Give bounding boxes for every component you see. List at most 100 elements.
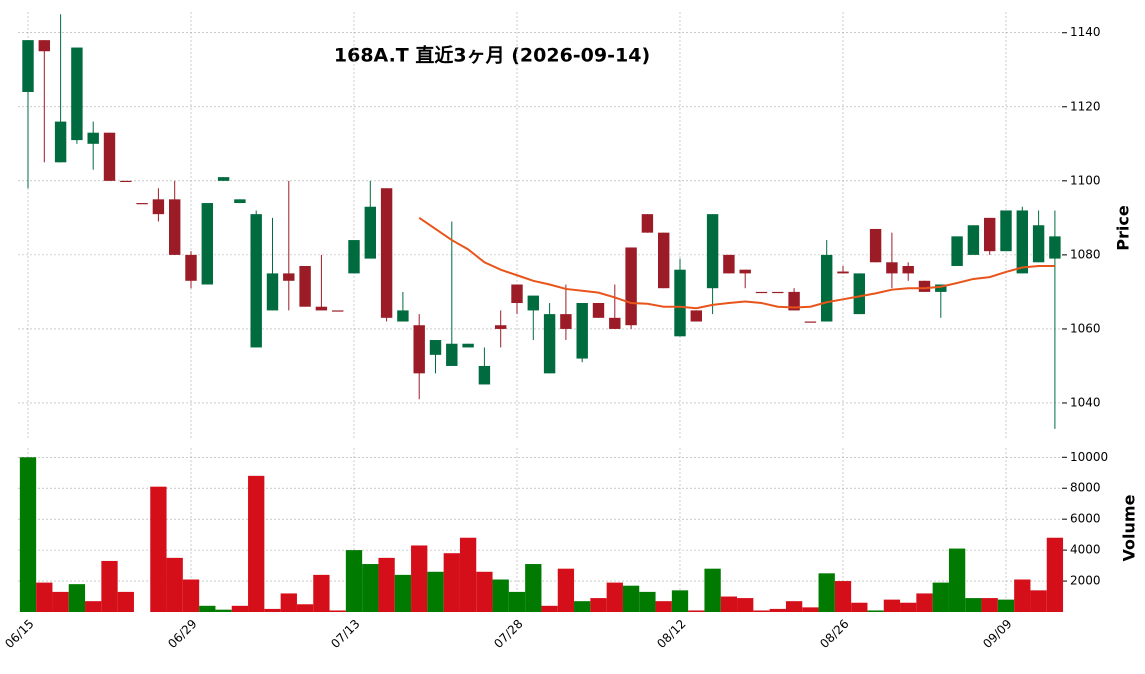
volume-bar	[166, 557, 183, 612]
candle-body	[837, 271, 849, 274]
candle-body	[494, 325, 507, 329]
volume-bar	[769, 608, 786, 612]
y-axis-label: Volume	[1120, 494, 1139, 561]
volume-bar	[329, 610, 346, 612]
volume-bar	[720, 596, 738, 612]
chart-title: 168A.T 直近3ヶ月 (2026-09-14)	[334, 44, 650, 67]
candle-body	[641, 214, 654, 233]
candle-body	[690, 310, 703, 322]
x-tick-label: 06/15	[2, 617, 36, 651]
y-tick-label: 8000	[1070, 481, 1101, 495]
volume-bar	[1030, 590, 1047, 612]
volume-bar	[215, 609, 232, 612]
x-tick-label: 06/29	[165, 617, 199, 651]
volume-bar	[851, 602, 868, 612]
volume-bar	[574, 601, 591, 612]
volume-bar	[834, 581, 852, 612]
y-axis-label: Price	[1114, 205, 1133, 251]
volume-bar	[150, 486, 167, 612]
volume-bar	[606, 582, 623, 612]
candle-body	[234, 199, 246, 204]
y-tick-label: 1100	[1070, 173, 1101, 187]
volume-bar	[557, 568, 575, 612]
candle-body	[869, 228, 882, 263]
volume-bar	[737, 598, 754, 612]
volume-bar	[362, 564, 379, 612]
candle-body	[820, 254, 833, 322]
volume-bar	[671, 590, 689, 612]
candle-body	[283, 273, 295, 281]
candle-body	[935, 284, 947, 292]
candle-body	[625, 247, 637, 326]
y-tick-label: 2000	[1070, 574, 1101, 588]
x-tick-label: 07/28	[491, 617, 525, 651]
candle-body	[804, 321, 817, 323]
candle-body	[250, 214, 262, 348]
candle-body	[168, 199, 181, 255]
volume-bar	[688, 610, 705, 612]
y-tick-label: 1120	[1070, 99, 1101, 113]
x-tick-label: 08/26	[817, 617, 851, 651]
candle-body	[951, 236, 963, 266]
candle-body	[413, 325, 425, 374]
candle-body	[511, 284, 523, 304]
candle-body	[201, 203, 214, 285]
candle-body	[380, 188, 393, 318]
volume-bar	[508, 591, 526, 612]
volume-bar	[900, 602, 917, 612]
candle-body	[755, 291, 768, 294]
candle-body	[739, 269, 751, 274]
volume-bar	[443, 553, 460, 612]
volume-bar	[52, 591, 69, 612]
volume-bar	[378, 557, 395, 612]
volume-bar	[883, 599, 901, 612]
candle-body	[364, 206, 377, 259]
volume-bar	[965, 598, 982, 612]
candle-body	[38, 40, 51, 52]
volume-bar	[345, 550, 363, 612]
candle-body	[54, 121, 67, 163]
candle-body	[1049, 236, 1061, 259]
volume-bar	[85, 601, 102, 612]
candle-body	[429, 340, 442, 355]
volume-bar	[182, 579, 200, 612]
volume-bar	[199, 605, 216, 612]
volume-bar	[117, 591, 134, 612]
candle-body	[446, 343, 458, 366]
volume-bar	[818, 573, 835, 612]
volume-bar	[427, 571, 444, 612]
volume-bar	[296, 604, 314, 612]
y-tick-label: 1140	[1070, 25, 1101, 39]
volume-bar	[476, 571, 493, 612]
volume-bar	[916, 593, 933, 612]
candle-body	[136, 203, 148, 205]
candle-body	[706, 214, 719, 289]
y-tick-label: 4000	[1070, 543, 1101, 557]
volume-bar	[704, 568, 721, 612]
candle-body	[87, 132, 99, 144]
x-tick-label: 09/09	[980, 617, 1014, 651]
volume-bar	[639, 591, 656, 612]
candle-body	[723, 254, 735, 274]
candle-body	[478, 365, 491, 385]
candle-body	[299, 265, 311, 307]
candle-body	[886, 262, 898, 274]
candle-body	[772, 291, 784, 294]
volume-bar	[867, 610, 884, 612]
candle-body	[674, 269, 686, 337]
candle-body	[657, 232, 670, 289]
volume-bar	[622, 585, 640, 612]
candle-body	[397, 310, 409, 322]
candle-body	[103, 132, 116, 181]
volume-bar	[101, 560, 118, 612]
candle-body	[543, 314, 556, 374]
candle-body	[331, 310, 344, 312]
volume-bar	[948, 548, 966, 612]
volume-bar	[264, 608, 281, 612]
volume-bar	[411, 545, 428, 612]
candle-body	[902, 265, 914, 274]
y-tick-label: 10000	[1070, 450, 1108, 464]
x-tick-label: 07/13	[328, 617, 362, 651]
y-tick-label: 1040	[1070, 395, 1101, 409]
